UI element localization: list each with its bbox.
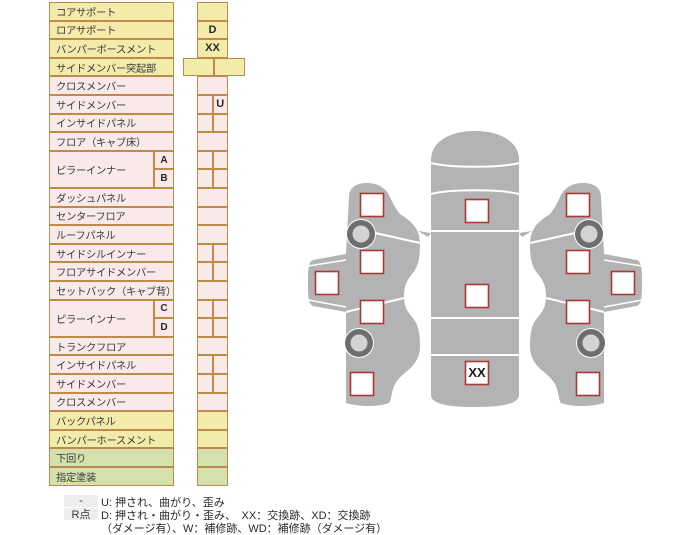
svg-text:XX: XX <box>468 365 486 380</box>
